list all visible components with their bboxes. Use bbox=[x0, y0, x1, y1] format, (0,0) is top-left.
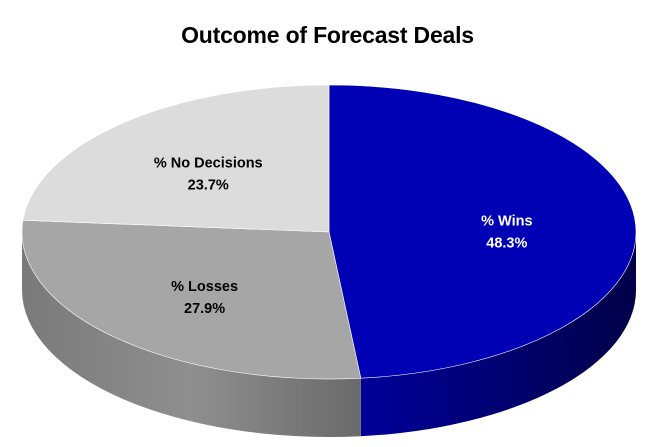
pie-slice-no-decisions bbox=[22, 84, 330, 233]
slice-label: % Wins bbox=[481, 214, 532, 230]
slice-label: % No Decisions bbox=[154, 155, 263, 171]
slice-label: % Losses bbox=[171, 279, 238, 295]
slice-value-label: 27.9% bbox=[184, 301, 225, 317]
pie-slice-side-wins bbox=[360, 232, 636, 437]
slice-value-label: 23.7% bbox=[188, 177, 229, 193]
chart-title: Outcome of Forecast Deals bbox=[181, 22, 474, 48]
pie-slice-side-losses bbox=[22, 232, 361, 437]
slice-value-label: 48.3% bbox=[486, 236, 527, 252]
pie-slice-losses bbox=[21, 219, 362, 380]
pie-slice-wins bbox=[328, 84, 637, 379]
